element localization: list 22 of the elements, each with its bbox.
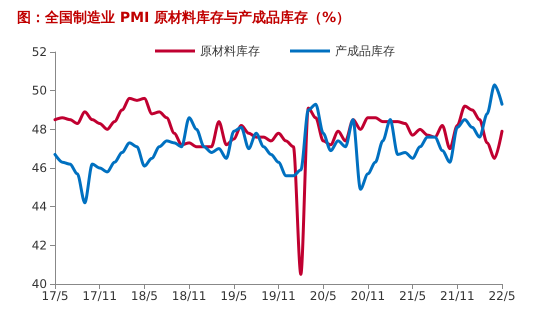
y-tick-label: 40 bbox=[32, 277, 47, 291]
y-tick-label: 52 bbox=[32, 45, 47, 59]
x-tick-label: 22/5 bbox=[488, 289, 516, 303]
x-tick-label: 18/5 bbox=[130, 289, 158, 303]
x-tick-label: 19/5 bbox=[220, 289, 248, 303]
y-tick-label: 44 bbox=[32, 200, 47, 214]
y-tick-label: 46 bbox=[32, 161, 47, 175]
legend-label: 原材料库存 bbox=[200, 44, 260, 58]
line-series bbox=[54, 83, 504, 204]
x-tick-label: 21/5 bbox=[399, 289, 426, 303]
chart-title: 图：全国制造业 PMI 原材料库存与产成品库存（%） bbox=[17, 9, 350, 26]
y-tick-label: 48 bbox=[32, 122, 47, 136]
x-tick-label: 19/11 bbox=[261, 289, 296, 303]
x-tick-label: 17/11 bbox=[82, 289, 117, 303]
x-tick-label: 18/11 bbox=[172, 289, 206, 303]
y-tick-label: 50 bbox=[32, 84, 47, 98]
x-tick-label: 17/5 bbox=[42, 289, 68, 303]
legend-label: 产成品库存 bbox=[335, 44, 395, 58]
x-tick-label: 20/11 bbox=[350, 289, 386, 303]
x-tick-label: 21/11 bbox=[440, 289, 475, 303]
y-tick-label: 42 bbox=[32, 238, 47, 252]
x-tick-label: 20/5 bbox=[310, 289, 337, 303]
